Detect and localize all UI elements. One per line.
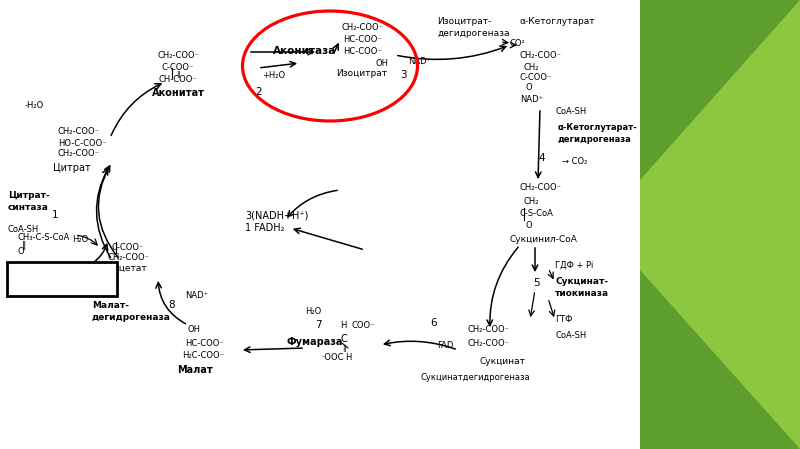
Text: C-COO⁻: C-COO⁻ xyxy=(162,62,194,71)
Text: 3(NADH+H⁺): 3(NADH+H⁺) xyxy=(245,210,308,220)
Text: α-Кетоглутарат: α-Кетоглутарат xyxy=(520,18,596,26)
Text: Оксалоацетат: Оксалоацетат xyxy=(80,264,148,273)
Text: дегидрогеназа: дегидрогеназа xyxy=(92,313,171,321)
Text: CH₂-COO⁻: CH₂-COO⁻ xyxy=(58,128,100,136)
Text: CH₃-C-S-CoA: CH₃-C-S-CoA xyxy=(18,233,70,242)
FancyBboxPatch shape xyxy=(7,262,117,296)
Text: CH₂-COO⁻: CH₂-COO⁻ xyxy=(520,184,562,193)
Text: FAD: FAD xyxy=(437,342,454,351)
Text: NAD⁺: NAD⁺ xyxy=(185,291,208,299)
Text: ⁻OOC: ⁻OOC xyxy=(320,352,343,361)
Text: HC-COO⁻: HC-COO⁻ xyxy=(342,35,382,44)
Text: ГТФ: ГТФ xyxy=(555,316,572,325)
Text: CH₂-COO⁻: CH₂-COO⁻ xyxy=(108,254,150,263)
Text: -H₂O: -H₂O xyxy=(25,101,44,110)
Text: H₂C-COO⁻: H₂C-COO⁻ xyxy=(182,352,224,361)
Text: C-COO⁻: C-COO⁻ xyxy=(112,243,144,252)
Text: OH: OH xyxy=(375,58,388,67)
Text: Фумараза: Фумараза xyxy=(287,337,343,347)
Text: CH₂-COO⁻: CH₂-COO⁻ xyxy=(520,50,562,60)
Bar xyxy=(640,0,800,449)
Text: H: H xyxy=(345,352,351,361)
Text: 5: 5 xyxy=(533,278,540,288)
Text: H₂O: H₂O xyxy=(72,235,88,245)
Text: 6: 6 xyxy=(430,318,437,328)
Text: H₂O: H₂O xyxy=(305,308,322,317)
Text: Аконитаза: Аконитаза xyxy=(274,46,337,56)
Text: C-S-CoA: C-S-CoA xyxy=(520,210,554,219)
Text: Сукцинат: Сукцинат xyxy=(480,357,526,366)
Text: C: C xyxy=(341,334,347,344)
Text: α-Кетоглутарат-: α-Кетоглутарат- xyxy=(558,123,638,132)
Text: дегидрогеназа: дегидрогеназа xyxy=(437,28,510,38)
Text: CH₂-COO⁻: CH₂-COO⁻ xyxy=(341,23,383,32)
Text: NAD⁺: NAD⁺ xyxy=(408,57,431,66)
Text: CH-COO⁻: CH-COO⁻ xyxy=(158,75,198,84)
Text: HC-COO⁻: HC-COO⁻ xyxy=(185,339,224,348)
Text: CoA-SH: CoA-SH xyxy=(8,225,39,234)
Text: Малат: Малат xyxy=(177,365,213,375)
Text: O: O xyxy=(525,84,532,92)
Text: C-COO⁻: C-COO⁻ xyxy=(520,74,552,83)
Text: тиокиназа: тиокиназа xyxy=(555,290,609,299)
Text: ‖: ‖ xyxy=(176,71,180,79)
Text: дегидрогеназа: дегидрогеназа xyxy=(558,136,632,145)
Text: CH₂: CH₂ xyxy=(523,198,538,207)
Text: CH₂-COO⁻: CH₂-COO⁻ xyxy=(468,339,510,348)
Text: Изоцитрат: Изоцитрат xyxy=(337,69,387,78)
Text: Изоцитрат-: Изоцитрат- xyxy=(437,18,491,26)
Text: O: O xyxy=(18,247,25,256)
Text: CoA-SH: CoA-SH xyxy=(555,330,586,339)
Text: 8: 8 xyxy=(168,300,174,310)
Text: синтаза: синтаза xyxy=(8,202,49,211)
Text: CH₂: CH₂ xyxy=(523,62,538,71)
Polygon shape xyxy=(640,270,800,449)
Text: CH₂-COO⁻: CH₂-COO⁻ xyxy=(58,150,100,158)
Text: Малат-: Малат- xyxy=(92,300,129,309)
Text: COO⁻: COO⁻ xyxy=(352,321,375,330)
Text: 1 FADH₂: 1 FADH₂ xyxy=(245,223,285,233)
Text: OH: OH xyxy=(188,326,201,335)
Text: Аконитат: Аконитат xyxy=(151,88,205,98)
Text: 4: 4 xyxy=(538,153,545,163)
Text: NAD⁺: NAD⁺ xyxy=(520,96,543,105)
Text: HO-C-COO⁻: HO-C-COO⁻ xyxy=(58,138,106,148)
Text: O: O xyxy=(525,221,532,230)
Polygon shape xyxy=(640,0,800,180)
Text: CH₂-COO⁻: CH₂-COO⁻ xyxy=(157,52,199,61)
Text: CO²: CO² xyxy=(510,40,526,48)
Text: Сукцинат-: Сукцинат- xyxy=(555,277,608,286)
Text: 1: 1 xyxy=(52,210,58,220)
Text: 3: 3 xyxy=(400,70,406,80)
Text: HC-COO⁻: HC-COO⁻ xyxy=(342,48,382,57)
Text: ‖: ‖ xyxy=(342,345,346,352)
Text: H: H xyxy=(340,321,346,330)
Text: → CO₂: → CO₂ xyxy=(562,158,587,167)
Text: Сукцинатдегидрогеназа: Сукцинатдегидрогеназа xyxy=(420,374,530,383)
Text: CH₂-COO⁻: CH₂-COO⁻ xyxy=(468,326,510,335)
Text: ГДФ + Pi: ГДФ + Pi xyxy=(555,260,594,269)
Text: Сукцинил-CoA: Сукцинил-CoA xyxy=(510,235,578,245)
Text: 2: 2 xyxy=(255,87,262,97)
Text: +H₂O: +H₂O xyxy=(262,71,285,80)
Text: Цитрат-: Цитрат- xyxy=(8,190,50,199)
Text: 7: 7 xyxy=(315,320,322,330)
Text: CoA-SH: CoA-SH xyxy=(555,107,586,116)
Text: ацетил-КоА: ацетил-КоА xyxy=(12,273,92,286)
Text: Цитрат: Цитрат xyxy=(53,163,91,173)
Text: ‖: ‖ xyxy=(22,241,26,250)
